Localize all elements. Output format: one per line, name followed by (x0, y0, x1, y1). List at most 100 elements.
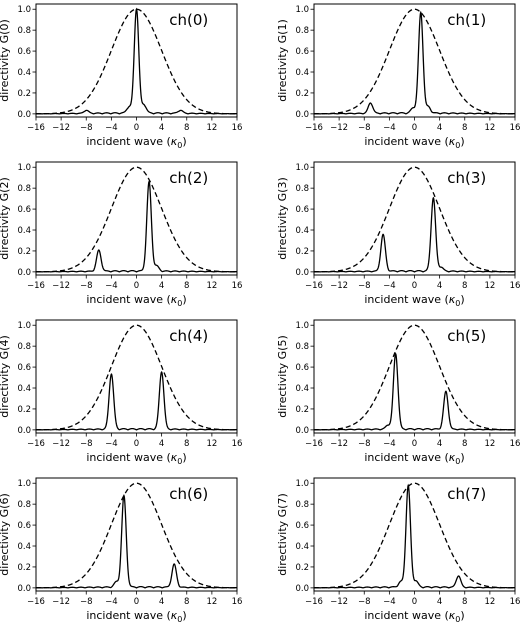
x-tick-label: −4 (105, 123, 118, 133)
envelope-line (313, 166, 516, 273)
x-tick-label: 0 (134, 281, 139, 291)
x-tick-label: −4 (105, 281, 118, 291)
y-tick-label: 0.4 (295, 226, 309, 236)
x-tick-label: 12 (206, 123, 217, 133)
x-tick-label: −16 (305, 439, 323, 449)
y-tick-label: 0.8 (17, 342, 31, 352)
x-tick-label: −16 (305, 281, 323, 291)
x-tick-label: 16 (510, 281, 520, 291)
x-tick-label: 12 (484, 281, 495, 291)
x-tick-label: −4 (105, 597, 118, 607)
directivity-line (313, 483, 516, 589)
x-tick-label: −12 (52, 439, 70, 449)
y-axis-label: directivity G(4) (0, 335, 11, 418)
x-tick-label: 16 (232, 439, 243, 449)
y-tick-label: 0.2 (295, 89, 309, 99)
x-tick-label: −12 (52, 281, 70, 291)
x-axis-label: incident wave (κ0) (364, 609, 464, 624)
chart-panel-2: −16 −12 −8 −4 0 4 8 12 16 0.0 0.2 0.4 0.6 0.8 1.0 incid… (0, 161, 243, 308)
x-tick-label: 12 (484, 597, 495, 607)
y-tick-label: 0.4 (17, 68, 31, 78)
x-tick-label: −4 (383, 597, 396, 607)
y-tick-label: 1.0 (17, 479, 31, 489)
y-tick-label: 1.0 (17, 321, 31, 331)
x-tick-label: 12 (206, 439, 217, 449)
y-tick-label: 0.0 (17, 110, 31, 120)
x-tick-label: 16 (510, 597, 520, 607)
y-tick-label: 0.8 (17, 500, 31, 510)
y-tick-label: 0.0 (17, 268, 31, 278)
y-axis-label: directivity G(6) (0, 493, 11, 576)
y-tick-label: 0.0 (295, 110, 309, 120)
x-tick-label: −8 (358, 439, 371, 449)
x-tick-label: 0 (412, 597, 417, 607)
x-tick-label: 8 (462, 439, 467, 449)
directivity-line (35, 371, 238, 431)
x-axis-label: incident wave (κ0) (364, 451, 464, 466)
y-tick-label: 0.2 (17, 563, 31, 573)
y-tick-label: 0.2 (295, 563, 309, 573)
panel-title: ch(6) (169, 485, 208, 503)
x-tick-label: 4 (437, 281, 442, 291)
x-tick-label: 0 (134, 123, 139, 133)
y-tick-label: 1.0 (295, 163, 309, 173)
x-tick-label: −12 (330, 597, 348, 607)
x-tick-label: −8 (358, 281, 371, 291)
panel-title: ch(7) (447, 485, 486, 503)
x-tick-label: 0 (134, 439, 139, 449)
panel-title: ch(4) (169, 327, 208, 345)
y-tick-label: 0.2 (295, 405, 309, 415)
panel-title: ch(3) (447, 169, 486, 187)
x-axis-label: incident wave (κ0) (86, 609, 186, 624)
y-tick-label: 0.2 (17, 89, 31, 99)
x-tick-label: −16 (27, 439, 45, 449)
envelope-line (35, 324, 238, 431)
x-tick-label: −16 (305, 123, 323, 133)
x-tick-label: −8 (80, 439, 93, 449)
x-tick-label: −16 (27, 281, 45, 291)
envelope-line (313, 8, 516, 115)
x-tick-label: −8 (358, 123, 371, 133)
x-axis-label: incident wave (κ0) (86, 451, 186, 466)
x-tick-label: 4 (437, 439, 442, 449)
x-tick-label: 8 (462, 281, 467, 291)
x-tick-label: 8 (462, 123, 467, 133)
x-tick-label: −12 (52, 123, 70, 133)
x-tick-label: 16 (232, 123, 243, 133)
x-tick-label: 8 (184, 439, 189, 449)
x-tick-label: −8 (80, 123, 93, 133)
directivity-line (313, 352, 516, 431)
x-tick-label: −4 (105, 439, 118, 449)
directivity-line (35, 7, 238, 115)
y-tick-label: 0.4 (17, 542, 31, 552)
y-axis-label: directivity G(7) (276, 493, 289, 576)
y-tick-label: 0.4 (17, 226, 31, 236)
y-tick-label: 0.8 (295, 26, 309, 36)
panel-title: ch(1) (447, 11, 486, 29)
envelope-line (35, 166, 238, 273)
x-tick-label: −4 (383, 123, 396, 133)
y-tick-label: 0.6 (295, 521, 309, 531)
x-tick-label: 16 (510, 439, 520, 449)
x-tick-label: 16 (232, 281, 243, 291)
x-axis-label: incident wave (κ0) (86, 135, 186, 150)
y-tick-label: 1.0 (17, 163, 31, 173)
y-tick-label: 0.6 (17, 521, 31, 531)
x-tick-label: 16 (510, 123, 520, 133)
y-tick-label: 0.6 (295, 47, 309, 57)
x-tick-label: 4 (159, 123, 164, 133)
x-tick-label: −16 (305, 597, 323, 607)
directivity-line (313, 10, 516, 115)
y-tick-label: 0.8 (17, 26, 31, 36)
chart-panel-4: −16 −12 −8 −4 0 4 8 12 16 0.0 0.2 0.4 0.6 0.8 1.0 incid… (0, 319, 243, 466)
x-tick-label: 8 (184, 123, 189, 133)
directivity-line (35, 180, 238, 273)
y-tick-label: 0.2 (17, 405, 31, 415)
x-tick-label: 12 (484, 439, 495, 449)
y-tick-label: 0.6 (17, 205, 31, 215)
panel-title: ch(5) (447, 327, 486, 345)
x-tick-label: 4 (437, 123, 442, 133)
y-axis-label: directivity G(1) (276, 19, 289, 102)
y-tick-label: 0.0 (17, 584, 31, 594)
y-tick-label: 0.4 (295, 68, 309, 78)
